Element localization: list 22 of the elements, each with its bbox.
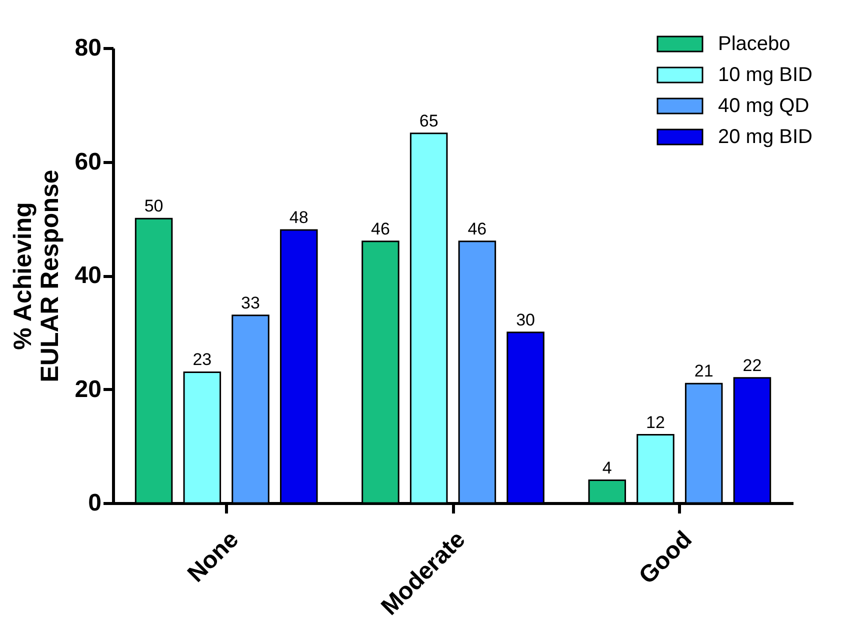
- data-label: 65: [419, 111, 438, 130]
- y-tick-label: 20: [74, 376, 102, 403]
- data-label: 33: [241, 293, 260, 312]
- legend-label: 10 mg BID: [718, 64, 812, 86]
- data-label: 30: [516, 310, 535, 330]
- y-tick-label: 80: [74, 34, 102, 62]
- y-tick-label: 0: [88, 490, 102, 516]
- data-label: 23: [192, 350, 212, 370]
- data-label: 12: [646, 412, 665, 432]
- data-label: 46: [371, 219, 390, 238]
- y-axis-title: % Achieving EULAR Response: [8, 170, 64, 382]
- legend-label: 40 mg QD: [718, 95, 810, 117]
- data-label: 46: [468, 219, 487, 238]
- y-tick-label: 60: [74, 148, 102, 176]
- legend-label: 20 mg BID: [718, 126, 812, 148]
- y-tick-label: 40: [74, 262, 102, 289]
- data-label: 4: [602, 458, 612, 478]
- data-label: 22: [742, 356, 762, 375]
- data-label: 48: [289, 208, 308, 227]
- data-label: 50: [144, 196, 164, 216]
- legend-label: Placebo: [718, 33, 790, 55]
- data-label: 21: [694, 362, 714, 381]
